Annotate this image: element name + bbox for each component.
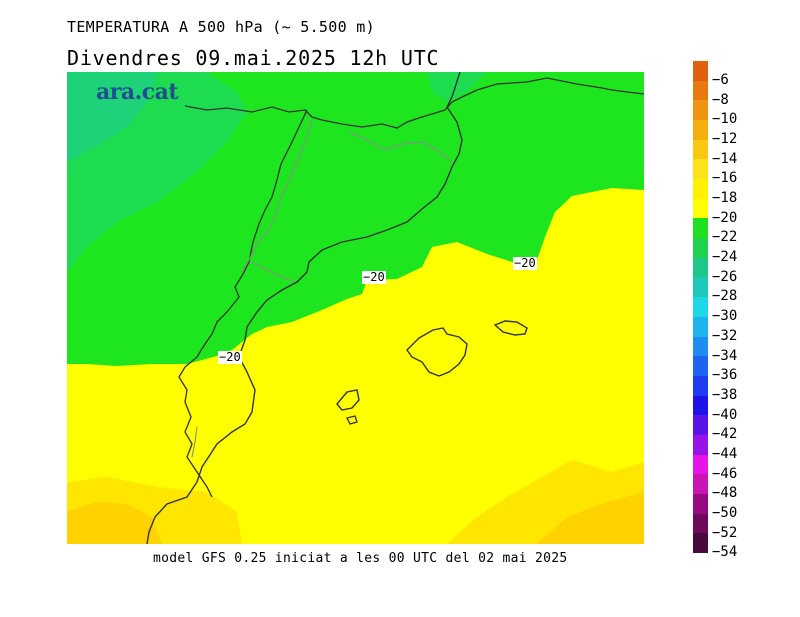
ara-cat-logo[interactable]: ara.cat xyxy=(96,79,179,105)
legend-swatch xyxy=(693,336,708,357)
island-menorca xyxy=(493,320,528,336)
legend-swatch xyxy=(693,454,708,475)
legend-label: −40 xyxy=(712,406,738,423)
legend-swatch xyxy=(693,533,708,554)
area-minus24-zone-ne xyxy=(427,72,487,102)
legend-label: −36 xyxy=(712,367,738,384)
legend-swatch xyxy=(693,356,708,377)
legend-label: −18 xyxy=(712,190,738,207)
legend-label: −22 xyxy=(712,229,738,246)
legend-label: −28 xyxy=(712,288,738,305)
legend-swatch xyxy=(693,159,708,180)
legend-swatch xyxy=(693,513,708,534)
legend-swatch xyxy=(693,415,708,436)
legend-swatch xyxy=(693,375,708,397)
legend-label: −42 xyxy=(712,426,738,443)
map-canvas xyxy=(67,72,644,544)
legend-swatch xyxy=(693,238,708,259)
province-border-1 xyxy=(241,119,313,273)
regional-border xyxy=(178,109,308,498)
legend-swatch xyxy=(693,257,708,278)
area-minus14-zone-se xyxy=(537,492,644,544)
legend-swatch xyxy=(693,316,708,337)
legend-label: −44 xyxy=(712,445,738,462)
contour-label: −20 xyxy=(218,350,242,364)
legend-swatch xyxy=(693,277,708,298)
province-border-2 xyxy=(348,131,453,163)
legend-swatch xyxy=(693,100,708,121)
legend-label: −6 xyxy=(712,72,729,88)
legend-label: −20 xyxy=(712,209,738,226)
province-border-4 xyxy=(191,426,198,458)
island-formentera xyxy=(346,415,358,425)
legend-label: −10 xyxy=(712,111,738,128)
legend-swatch xyxy=(693,80,708,101)
legend-swatch xyxy=(693,61,708,82)
legend-swatch xyxy=(693,434,708,456)
coastline xyxy=(146,72,463,544)
island-mallorca xyxy=(406,327,468,377)
legend-label: −14 xyxy=(712,150,738,167)
area-minus26-zone xyxy=(67,72,157,162)
contour-label: −20 xyxy=(513,256,537,270)
france-border xyxy=(184,77,644,129)
legend-label: −46 xyxy=(712,465,738,482)
legend-label: −26 xyxy=(712,268,738,285)
legend-label: −8 xyxy=(712,91,729,108)
legend-swatch xyxy=(693,474,708,495)
legend-swatch xyxy=(693,297,708,318)
legend-swatch xyxy=(693,139,708,160)
area-minus14-zone-sw xyxy=(67,502,162,544)
legend-label: −32 xyxy=(712,327,738,344)
province-border-3 xyxy=(251,261,296,283)
legend-label: −48 xyxy=(712,485,738,502)
model-info: model GFS 0.25 iniciat a les 00 UTC del … xyxy=(153,551,568,566)
legend-swatch xyxy=(693,120,708,141)
legend-label: −24 xyxy=(712,249,738,266)
legend-label: −52 xyxy=(712,524,738,541)
island-eivissa xyxy=(336,389,360,411)
chart-title: TEMPERATURA A 500 hPa (~ 5.500 m) xyxy=(67,18,375,36)
color-legend-bar xyxy=(693,61,708,554)
legend-swatch xyxy=(693,218,708,239)
temperature-map xyxy=(67,72,644,544)
legend-swatch xyxy=(693,493,708,515)
legend-swatch xyxy=(693,395,708,416)
legend-label: −50 xyxy=(712,504,738,521)
legend-swatch xyxy=(693,179,708,200)
legend-label: −34 xyxy=(712,347,738,364)
legend-label: −16 xyxy=(712,170,738,187)
legend-label: −30 xyxy=(712,308,738,325)
legend-label: −12 xyxy=(712,131,738,148)
forecast-date: Divendres 09.mai.2025 12h UTC xyxy=(67,46,440,70)
legend-label: −38 xyxy=(712,386,738,403)
legend-swatch xyxy=(693,198,708,219)
legend-label: −54 xyxy=(712,544,738,561)
contour-label: −20 xyxy=(362,270,386,284)
